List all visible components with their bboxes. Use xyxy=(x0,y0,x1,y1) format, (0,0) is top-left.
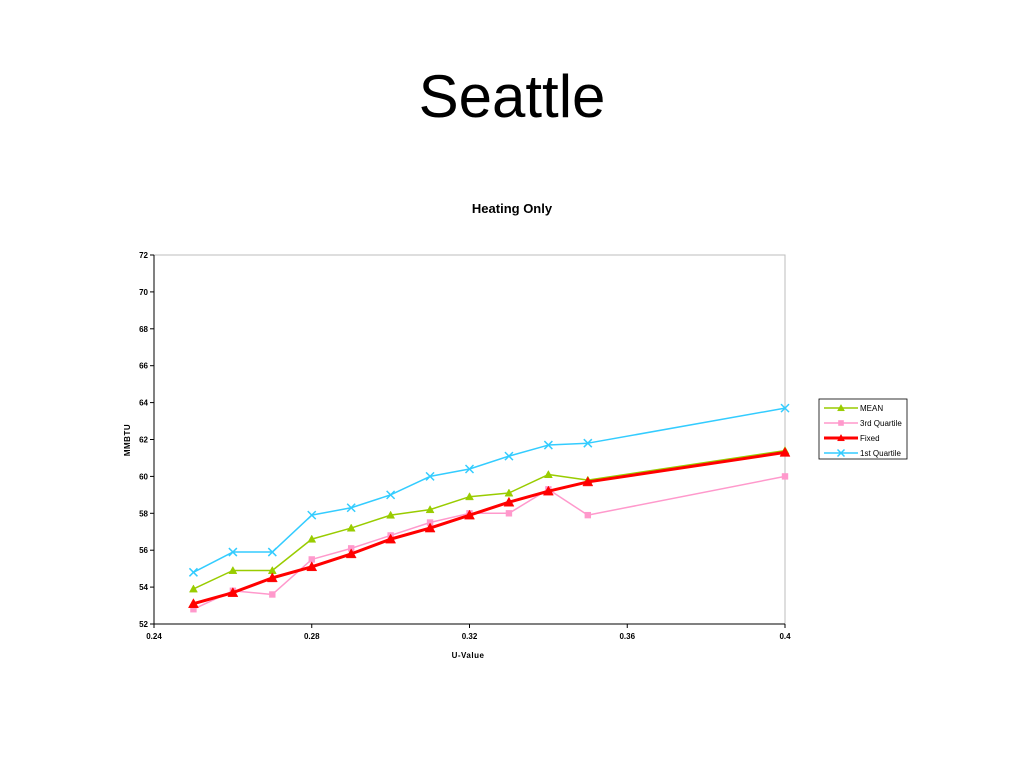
y-tick-label: 64 xyxy=(139,399,148,408)
legend-label: 3rd Quartile xyxy=(860,419,902,428)
data-point xyxy=(386,510,396,519)
data-point xyxy=(543,440,553,450)
data-point xyxy=(307,510,317,520)
data-point xyxy=(542,485,554,496)
y-tick-label: 68 xyxy=(139,325,148,334)
y-tick-label: 58 xyxy=(139,509,148,518)
x-marker-stroke xyxy=(425,471,435,481)
series-2 xyxy=(188,446,791,608)
data-point xyxy=(267,547,277,557)
slide-title: Seattle xyxy=(418,63,606,130)
x-tick-label: 0.32 xyxy=(462,632,478,641)
x-marker-stroke xyxy=(307,510,317,520)
data-point xyxy=(779,446,791,457)
x-marker-stroke xyxy=(346,503,356,513)
data-point xyxy=(464,464,475,474)
y-tick-label: 62 xyxy=(139,436,148,445)
data-point xyxy=(504,451,514,461)
data-point xyxy=(228,547,238,557)
data-point xyxy=(346,503,356,513)
data-point xyxy=(465,492,474,501)
axes: 52 54 56 58 60 62 64 66 68 70 72 0.24 0.28 0.32 0.36 0.… xyxy=(139,251,791,641)
series-line xyxy=(193,407,786,574)
y-tick-label: 66 xyxy=(139,362,148,371)
x-axis-label: U-Value xyxy=(452,651,485,660)
data-point xyxy=(228,565,238,574)
legend-label: MEAN xyxy=(860,404,883,413)
data-point xyxy=(269,591,276,598)
data-point xyxy=(426,519,434,526)
x-tick-label: 0.24 xyxy=(146,632,162,641)
data-point xyxy=(189,584,198,593)
plot-area xyxy=(153,254,786,625)
x-marker-stroke xyxy=(504,451,514,461)
x-marker-stroke xyxy=(267,547,277,557)
series-layer xyxy=(188,403,791,613)
data-point xyxy=(190,606,197,613)
legend-box xyxy=(818,398,908,460)
data-point xyxy=(582,476,594,487)
x-marker-stroke xyxy=(780,403,790,413)
series-line xyxy=(193,450,786,606)
y-tick-label: 54 xyxy=(139,583,148,592)
data-point xyxy=(347,545,355,552)
legend-marker xyxy=(837,403,845,412)
data-point xyxy=(504,488,514,497)
y-tick-label: 72 xyxy=(139,251,148,260)
data-point xyxy=(385,533,397,544)
data-point xyxy=(346,523,356,532)
x-marker-stroke xyxy=(583,438,593,448)
x-tick-label: 0.4 xyxy=(779,632,791,641)
data-point xyxy=(505,510,513,517)
data-point xyxy=(307,534,317,543)
data-point xyxy=(308,556,315,563)
data-point xyxy=(345,548,357,559)
data-point xyxy=(543,470,553,479)
x-marker-stroke xyxy=(386,490,396,500)
data-point xyxy=(584,511,592,519)
data-point xyxy=(464,509,475,520)
y-tick-label: 70 xyxy=(139,288,148,297)
data-point xyxy=(227,587,239,597)
x-marker-stroke xyxy=(228,547,238,557)
y-tick-label: 52 xyxy=(139,620,148,629)
legend-label: Fixed xyxy=(860,434,880,443)
series-line xyxy=(193,449,786,590)
data-point xyxy=(425,505,435,514)
data-point xyxy=(780,403,790,413)
legend-label: 1st Quartile xyxy=(860,449,901,458)
legend-marker xyxy=(836,448,846,458)
legend: MEAN 3rd Quartile Fixed 1st Quartile xyxy=(818,398,908,460)
x-marker-stroke xyxy=(836,448,846,458)
legend-marker xyxy=(838,420,844,426)
data-point xyxy=(188,567,198,577)
y-tick-label: 56 xyxy=(139,546,148,555)
data-point xyxy=(386,490,396,500)
data-point xyxy=(266,572,278,583)
x-marker-stroke xyxy=(464,464,475,474)
data-point xyxy=(583,438,593,448)
x-tick-label: 0.36 xyxy=(619,632,635,641)
y-axis-label: MMBTU xyxy=(123,424,132,456)
data-point xyxy=(781,473,789,480)
x-marker-stroke xyxy=(188,567,198,577)
data-point xyxy=(424,522,436,533)
chart-title: Heating Only xyxy=(472,201,553,216)
data-point xyxy=(503,496,515,507)
data-point xyxy=(425,471,435,481)
series-line xyxy=(193,475,786,610)
x-marker-stroke xyxy=(543,440,553,450)
legend-marker xyxy=(837,433,845,442)
data-point xyxy=(306,561,318,572)
series-3 xyxy=(188,403,790,577)
x-tick-label: 0.28 xyxy=(304,632,320,641)
y-tick-label: 60 xyxy=(139,472,148,481)
data-point xyxy=(188,598,199,608)
